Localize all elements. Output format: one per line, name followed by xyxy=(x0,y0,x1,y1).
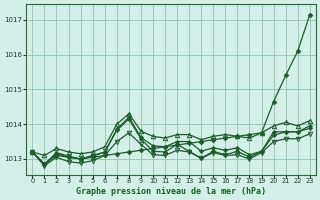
X-axis label: Graphe pression niveau de la mer (hPa): Graphe pression niveau de la mer (hPa) xyxy=(76,187,266,196)
